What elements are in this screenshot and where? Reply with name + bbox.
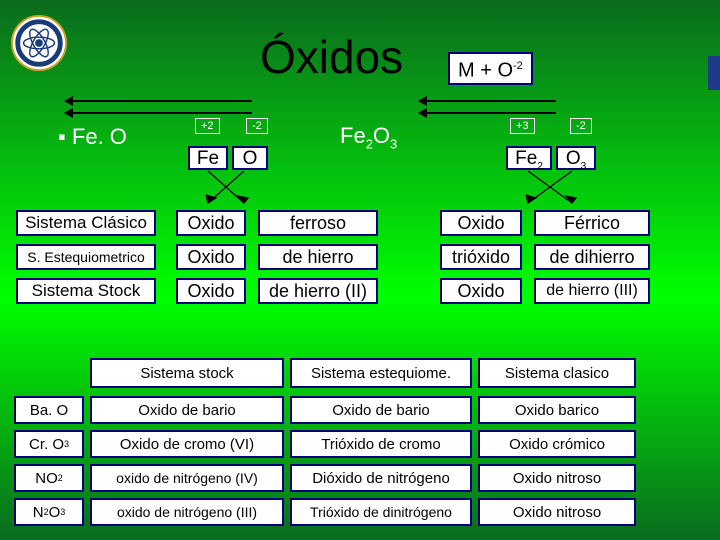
r2-cla: Oxido crómico	[478, 430, 636, 458]
r3-formula: NO2	[14, 464, 84, 492]
arrow-left-4	[422, 112, 556, 114]
side-tab	[708, 56, 720, 90]
name-a2: de hierro	[258, 244, 378, 270]
fe2o3-formula: Fe2O3	[340, 123, 397, 151]
label-stock: Sistema Stock	[16, 278, 156, 304]
cross-lines-2	[506, 169, 596, 205]
oxido-b3: Oxido	[440, 278, 522, 304]
th-stock: Sistema stock	[90, 358, 284, 388]
slide: Óxidos M + O-2 ▪ Fe. O +2 -2 +3 -2 Fe2O3…	[0, 0, 720, 540]
r4-est: Trióxido de dinitrógeno	[290, 498, 472, 526]
oxido-a1: Oxido	[176, 210, 246, 236]
feo-label: ▪ Fe. O	[58, 124, 127, 150]
r3-est: Dióxido de nitrógeno	[290, 464, 472, 492]
name-a1: ferroso	[258, 210, 378, 236]
name-a3: de hierro (II)	[258, 278, 378, 304]
label-clasico: Sistema Clásico	[16, 210, 156, 236]
r2-est: Trióxido de cromo	[290, 430, 472, 458]
elem-o: O	[232, 146, 268, 170]
name-b3: de hierro (III)	[534, 278, 650, 304]
oxido-b1: Oxido	[440, 210, 522, 236]
r1-cla: Oxido barico	[478, 396, 636, 424]
r1-est: Oxido de bario	[290, 396, 472, 424]
elem-fe: Fe	[188, 146, 228, 170]
r4-formula: N2O3	[14, 498, 84, 526]
arrow-left-2	[68, 112, 252, 114]
ox-state-2: -2	[246, 118, 268, 134]
elem-o3: O3	[556, 146, 596, 170]
r4-cla: Oxido nitroso	[478, 498, 636, 526]
r3-stock: oxido de nitrógeno (IV)	[90, 464, 284, 492]
school-logo	[10, 14, 68, 72]
elem-fe2: Fe2	[506, 146, 552, 170]
arrow-left-3	[422, 100, 556, 102]
formula-text: M + O	[458, 60, 513, 82]
th-cla: Sistema clasico	[478, 358, 636, 388]
label-estequio: S. Estequiometrico	[16, 244, 156, 270]
formula-sup: -2	[513, 60, 523, 72]
name-b1: Férrico	[534, 210, 650, 236]
r1-stock: Oxido de bario	[90, 396, 284, 424]
name-b2: de dihierro	[534, 244, 650, 270]
r2-stock: Oxido de cromo (VI)	[90, 430, 284, 458]
oxido-a2: Oxido	[176, 244, 246, 270]
ox-state-4: -2	[570, 118, 592, 134]
oxido-a3: Oxido	[176, 278, 246, 304]
cross-lines-1	[188, 169, 268, 205]
ox-state-3: +3	[510, 118, 535, 134]
ox-state-1: +2	[195, 118, 220, 134]
r4-stock: oxido de nitrógeno (III)	[90, 498, 284, 526]
slide-title: Óxidos	[260, 30, 403, 84]
r3-cla: Oxido nitroso	[478, 464, 636, 492]
arrow-left-1	[68, 100, 252, 102]
r2-formula: Cr. O3	[14, 430, 84, 458]
th-est: Sistema estequiome.	[290, 358, 472, 388]
oxido-b2: trióxido	[440, 244, 522, 270]
formula-general: M + O-2	[448, 52, 533, 85]
r1-formula: Ba. O	[14, 396, 84, 424]
